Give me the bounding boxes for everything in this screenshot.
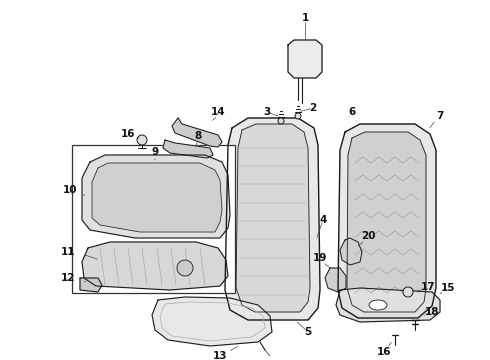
Text: 5: 5 bbox=[304, 327, 312, 337]
Text: 11: 11 bbox=[61, 247, 75, 257]
Polygon shape bbox=[82, 155, 230, 238]
Text: 2: 2 bbox=[309, 103, 317, 113]
Ellipse shape bbox=[369, 300, 387, 310]
Polygon shape bbox=[236, 124, 310, 312]
Circle shape bbox=[137, 135, 147, 145]
Text: 20: 20 bbox=[361, 231, 375, 241]
Circle shape bbox=[295, 113, 301, 119]
Polygon shape bbox=[163, 140, 213, 158]
Text: 3: 3 bbox=[264, 107, 270, 117]
Text: 1: 1 bbox=[301, 13, 309, 23]
Circle shape bbox=[177, 260, 193, 276]
Text: 19: 19 bbox=[313, 253, 327, 263]
Circle shape bbox=[278, 118, 284, 124]
Text: 6: 6 bbox=[348, 107, 356, 117]
Polygon shape bbox=[82, 242, 228, 290]
Polygon shape bbox=[288, 40, 322, 78]
Polygon shape bbox=[340, 238, 362, 265]
Text: 17: 17 bbox=[421, 282, 435, 292]
Text: 14: 14 bbox=[211, 107, 225, 117]
Polygon shape bbox=[152, 297, 272, 346]
Polygon shape bbox=[338, 124, 436, 318]
Text: 8: 8 bbox=[195, 131, 201, 141]
Text: 12: 12 bbox=[61, 273, 75, 283]
Text: 18: 18 bbox=[425, 307, 439, 317]
Text: 15: 15 bbox=[441, 283, 455, 293]
Polygon shape bbox=[336, 288, 440, 322]
Polygon shape bbox=[325, 268, 346, 292]
Polygon shape bbox=[347, 132, 426, 312]
Text: 9: 9 bbox=[151, 147, 159, 157]
Bar bbox=[72, 145, 235, 293]
Text: 10: 10 bbox=[63, 185, 77, 195]
Polygon shape bbox=[80, 278, 102, 292]
Text: 16: 16 bbox=[121, 129, 135, 139]
Text: 7: 7 bbox=[436, 111, 443, 121]
Text: 16: 16 bbox=[377, 347, 391, 357]
Polygon shape bbox=[172, 118, 222, 147]
Text: 4: 4 bbox=[319, 215, 327, 225]
Text: 13: 13 bbox=[213, 351, 227, 360]
Circle shape bbox=[403, 287, 413, 297]
Polygon shape bbox=[92, 163, 222, 232]
Polygon shape bbox=[225, 118, 320, 320]
